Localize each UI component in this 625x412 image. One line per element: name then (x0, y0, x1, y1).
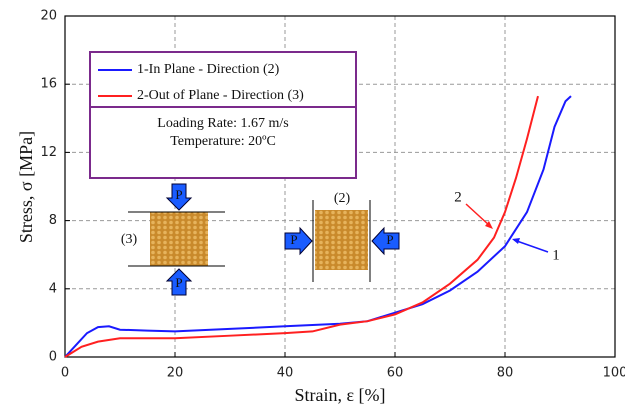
y-tick-label: 20 (40, 9, 57, 24)
annotation: P (386, 232, 393, 247)
annotation: (3) (121, 232, 138, 247)
annotation: P (175, 187, 182, 202)
series-line (64, 95, 539, 358)
annotation: Loading Rate: 1.67 m/s (157, 116, 288, 131)
annotation: 1 (552, 247, 560, 263)
x-tick-label: 60 (387, 366, 404, 381)
x-tick-label: 40 (277, 366, 294, 381)
x-tick-label: 20 (167, 366, 184, 381)
pointer-1-head (512, 238, 520, 244)
legend-label: 2-Out of Plane - Direction (3) (137, 88, 304, 103)
y-tick-label: 4 (49, 281, 57, 296)
x-tick-label: 100 (603, 366, 625, 381)
specimen-3 (128, 183, 225, 296)
y-tick-label: 16 (40, 77, 57, 92)
annotation: P (175, 275, 182, 290)
x-axis-title: Strain, ε [%] (294, 385, 385, 405)
legend-box (89, 51, 357, 179)
annotation: (2) (334, 191, 351, 206)
y-tick-label: 12 (40, 145, 57, 160)
pointer-2-head (485, 221, 493, 229)
x-tick-label: 80 (497, 366, 514, 381)
y-tick-label: 0 (49, 350, 57, 365)
pointer-1 (513, 239, 549, 253)
pointer-2 (465, 203, 491, 227)
annotation: P (290, 232, 297, 247)
legend-label: 1-In Plane - Direction (2) (137, 62, 280, 77)
annotation: 2 (454, 189, 462, 205)
y-tick-label: 8 (49, 213, 57, 228)
x-tick-label: 0 (61, 366, 69, 381)
specimen-2 (284, 200, 400, 282)
y-axis-title: Stress, σ [MPa] (16, 131, 36, 243)
plot-frame (64, 15, 616, 358)
annotation: Temperature: 20ºC (170, 134, 276, 149)
